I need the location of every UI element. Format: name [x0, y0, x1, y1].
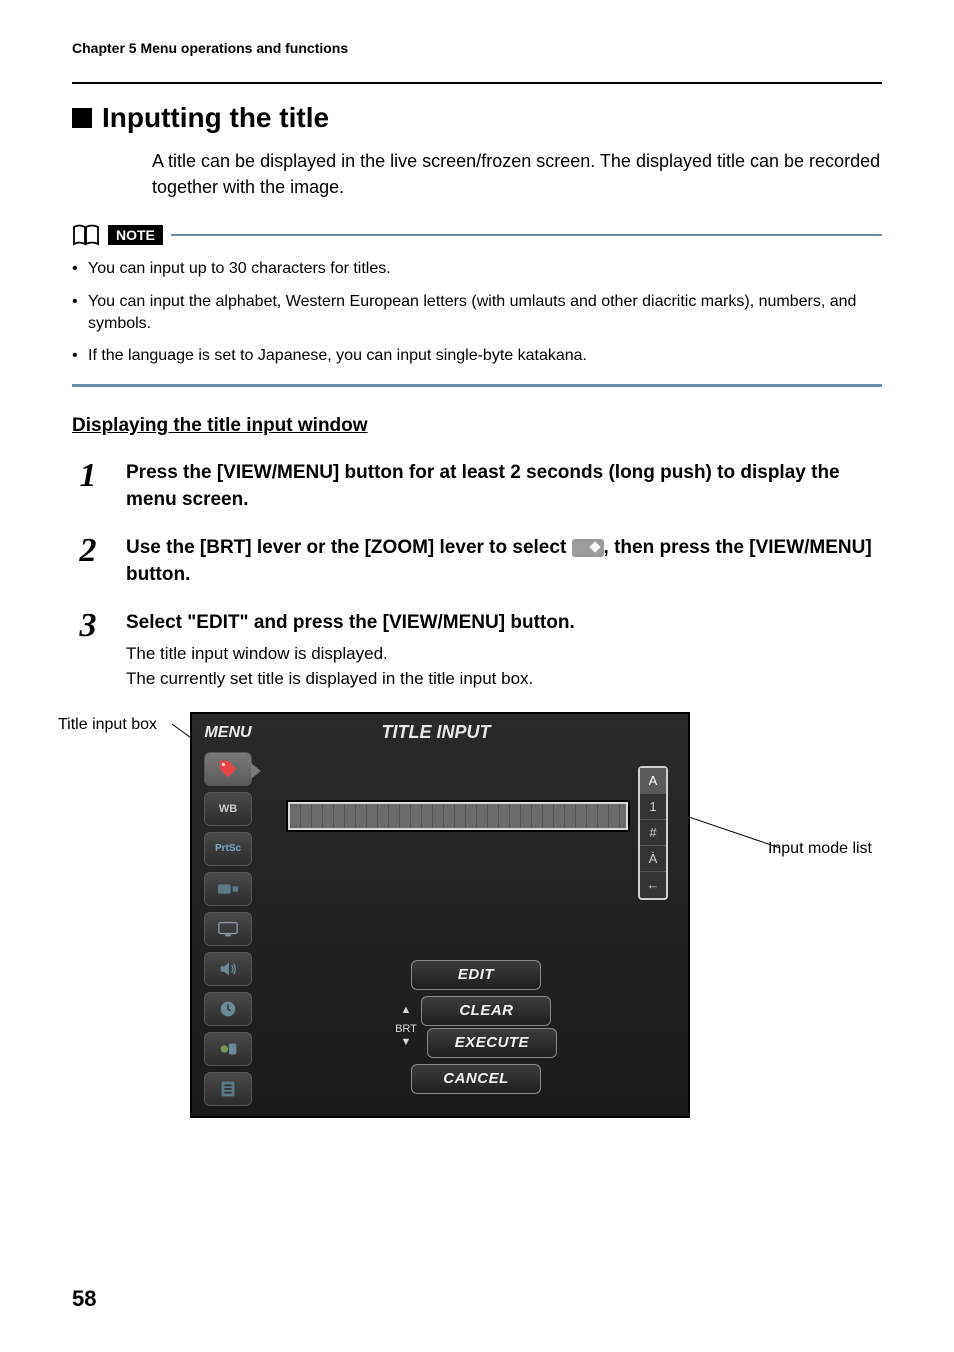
section-intro: A title can be displayed in the live scr…	[152, 148, 882, 200]
note-rule	[171, 234, 882, 236]
screenshot-title: TITLE INPUT	[264, 722, 688, 743]
tag-select-icon	[572, 539, 604, 557]
clear-row: ▲ CLEAR	[401, 996, 552, 1026]
title-input-screenshot: MENU TITLE INPUT WB PrtSc	[190, 712, 690, 1118]
chapter-rule	[72, 82, 882, 84]
note-list: You can input up to 30 characters for ti…	[72, 258, 882, 368]
section-title: Inputting the title	[72, 102, 882, 134]
step-number: 1	[72, 459, 104, 514]
screenshot-header: MENU TITLE INPUT	[192, 714, 688, 752]
step-number: 2	[72, 534, 104, 589]
sidebar-item-settings[interactable]	[204, 1072, 252, 1106]
note-badge: NOTE	[108, 225, 163, 245]
sidebar-item-clock[interactable]	[204, 992, 252, 1026]
brt-up-icon: ▲	[401, 1004, 412, 1017]
sidebar-item-rec[interactable]	[204, 872, 252, 906]
note-item: You can input the alphabet, Western Euro…	[72, 291, 882, 336]
execute-button[interactable]: EXECUTE	[427, 1028, 557, 1058]
callout-line-right	[686, 816, 786, 856]
step-body: Use the [BRT] lever or the [ZOOM] lever …	[126, 534, 882, 589]
cancel-button[interactable]: CANCEL	[411, 1064, 541, 1094]
step-3: 3 Select "EDIT" and press the [VIEW/MENU…	[72, 609, 882, 692]
callout-title-input-box: Title input box	[58, 716, 157, 734]
mode-item-num[interactable]: 1	[640, 794, 666, 820]
execute-row: BRT▼ EXECUTE	[395, 1028, 557, 1058]
page-number: 58	[72, 1286, 96, 1312]
square-bullet-icon	[72, 108, 92, 128]
sidebar-item-display[interactable]	[204, 912, 252, 946]
section-title-text: Inputting the title	[102, 102, 329, 134]
note-bottom-rule	[72, 384, 882, 387]
note-item: You can input up to 30 characters for ti…	[72, 258, 882, 280]
sidebar-item-tag[interactable]	[204, 752, 252, 786]
step-body: Press the [VIEW/MENU] button for at leas…	[126, 459, 882, 514]
note-header: NOTE	[72, 224, 882, 246]
clear-button[interactable]: CLEAR	[421, 996, 551, 1026]
step-body: Select "EDIT" and press the [VIEW/MENU] …	[126, 609, 882, 692]
step-number: 3	[72, 609, 104, 692]
edit-button[interactable]: EDIT	[411, 960, 541, 990]
sidebar: WB PrtSc	[192, 752, 264, 1116]
book-icon	[72, 224, 100, 246]
sidebar-item-sound[interactable]	[204, 952, 252, 986]
chapter-header: Chapter 5 Menu operations and functions	[72, 40, 882, 64]
note-item: If the language is set to Japanese, you …	[72, 345, 882, 367]
mode-item-sym[interactable]: #	[640, 820, 666, 846]
step-text-a: Use the [BRT] lever or the [ZOOM] lever …	[126, 537, 572, 558]
sidebar-item-prtsc[interactable]: PrtSc	[204, 832, 252, 866]
step-text: Select "EDIT" and press the [VIEW/MENU] …	[126, 612, 575, 633]
figure-area: Title input box Input mode list MENU TIT…	[72, 712, 882, 1112]
subsection-title: Displaying the title input window	[72, 415, 882, 437]
sidebar-item-wb[interactable]: WB	[204, 792, 252, 826]
step-1: 1 Press the [VIEW/MENU] button for at le…	[72, 459, 882, 514]
title-input-field[interactable]	[288, 802, 628, 830]
mode-item-back[interactable]: ←	[640, 872, 666, 898]
step-2: 2 Use the [BRT] lever or the [ZOOM] leve…	[72, 534, 882, 589]
screenshot-main: A 1 # À ← EDIT ▲ CLEAR BRT▼ EXEC	[264, 752, 688, 1116]
mode-item-alpha[interactable]: A	[640, 768, 666, 794]
input-mode-list[interactable]: A 1 # À ←	[638, 766, 668, 900]
input-row: A 1 # À ←	[284, 802, 668, 900]
step-sub: The title input window is displayed. The…	[126, 642, 882, 691]
brt-label: BRT▼	[395, 1023, 417, 1049]
mode-item-euro[interactable]: À	[640, 846, 666, 872]
sidebar-item-link[interactable]	[204, 1032, 252, 1066]
menu-label: MENU	[192, 724, 264, 742]
button-stack: EDIT ▲ CLEAR BRT▼ EXECUTE CANCEL	[284, 960, 668, 1094]
screenshot-body: WB PrtSc	[192, 752, 688, 1116]
